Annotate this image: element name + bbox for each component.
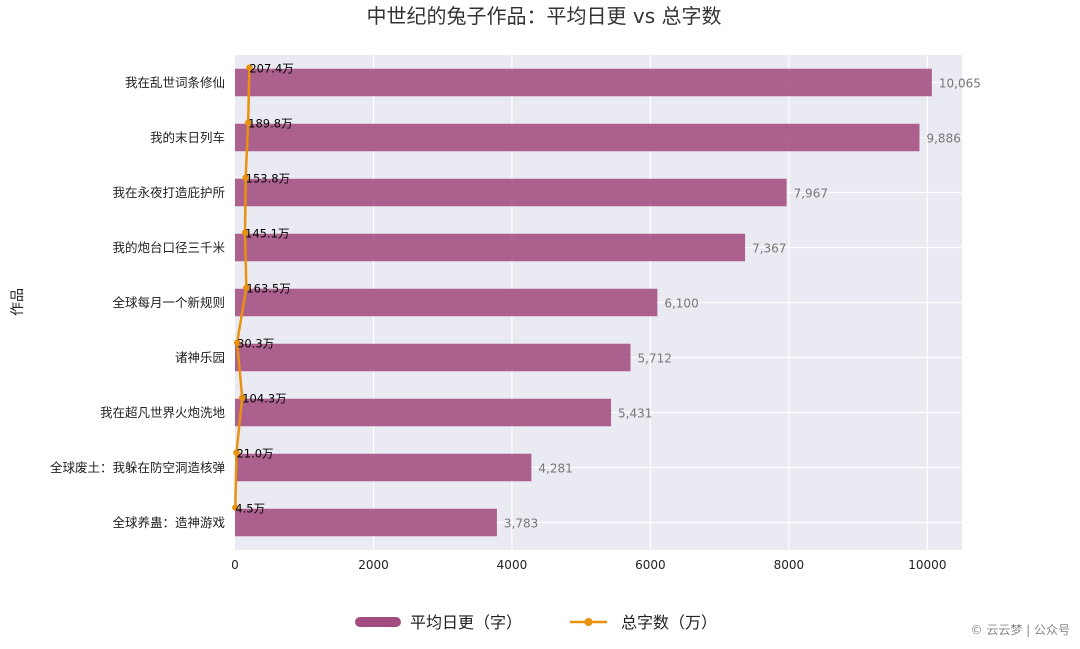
line-point xyxy=(241,229,249,236)
bar-value-label: 4,281 xyxy=(538,462,572,476)
legend-swatch-line-marker xyxy=(584,618,593,626)
bar-value-labels: 10,065 9,886 7,967 7,367 6,100 5,712 5,431 4,28… xyxy=(504,77,981,531)
x-tick-label: 0 xyxy=(231,558,239,572)
category-label: 全球养蛊：造神游戏 xyxy=(112,515,225,530)
line-value-label: 21.0万 xyxy=(236,447,273,461)
line-point xyxy=(243,284,250,291)
bar-value-label: 3,783 xyxy=(504,517,538,531)
x-tick-label: 2000 xyxy=(358,558,389,572)
bar xyxy=(235,178,787,207)
category-label: 我在乱世词条修仙 xyxy=(125,75,225,90)
x-tick-label: 6000 xyxy=(635,558,666,572)
x-tick-label: 4000 xyxy=(497,558,528,572)
line-value-label: 30.3万 xyxy=(237,337,274,351)
bar xyxy=(235,453,532,482)
watermark: © 云云梦 | 公众号 xyxy=(971,623,1071,637)
legend-label-bar: 平均日更（字） xyxy=(410,613,522,632)
line-point xyxy=(246,64,253,71)
x-tick-label: 10000 xyxy=(908,558,946,572)
category-label: 全球废土：我躲在防空洞造核弹 xyxy=(50,460,225,475)
bar xyxy=(235,343,631,372)
category-label: 我的炮台口径三千米 xyxy=(112,240,225,255)
bar xyxy=(235,398,612,427)
y-axis-label: 作品 xyxy=(10,288,26,316)
x-tick-label: 8000 xyxy=(774,558,805,572)
bar-value-label: 7,967 xyxy=(794,187,828,201)
category-label: 我的末日列车 xyxy=(150,130,225,145)
bar xyxy=(235,508,497,537)
line-value-label: 189.8万 xyxy=(248,117,292,131)
bar-value-label: 9,886 xyxy=(926,132,960,146)
line-value-label: 104.3万 xyxy=(242,392,286,406)
legend: 平均日更（字） 总字数（万） xyxy=(355,613,717,632)
bar xyxy=(235,123,920,152)
category-labels: 我在乱世词条修仙我的末日列车我在永夜打造庇护所我的炮台口径三千米全球每月一个新规… xyxy=(50,75,226,530)
line-point xyxy=(239,394,246,401)
line-point xyxy=(244,119,252,126)
bar-value-label: 5,712 xyxy=(637,352,671,366)
line-value-label: 153.8万 xyxy=(246,172,290,186)
x-tick-labels: 0 2000 4000 6000 8000 10000 xyxy=(231,558,946,572)
line-value-label: 145.1万 xyxy=(245,227,289,241)
bar xyxy=(235,233,746,262)
bar-value-label: 7,367 xyxy=(752,242,786,256)
bar-value-label: 6,100 xyxy=(664,297,698,311)
category-label: 全球每月一个新规则 xyxy=(112,295,225,310)
bar-series xyxy=(235,68,932,537)
line-series xyxy=(232,64,253,511)
line-point xyxy=(232,504,239,511)
line-value-label: 4.5万 xyxy=(235,502,265,516)
line-point xyxy=(242,174,249,181)
legend-label-line: 总字数（万） xyxy=(621,613,717,632)
line-value-label: 207.4万 xyxy=(249,62,293,76)
chart-title: 中世纪的兔子作品：平均日更 vs 总字数 xyxy=(367,4,722,28)
category-label: 我在超凡世界火炮洗地 xyxy=(100,405,226,420)
line-point xyxy=(233,449,240,456)
category-label: 我在永夜打造庇护所 xyxy=(112,185,225,200)
line-value-label: 163.5万 xyxy=(246,282,290,296)
bar xyxy=(235,288,658,317)
line-value-labels: 207.4万 189.8万 153.8万 145.1万 163.5万 30.3万 104.3… xyxy=(235,62,293,516)
category-label: 诸神乐园 xyxy=(175,350,225,365)
bar-value-label: 10,065 xyxy=(939,77,981,91)
bar xyxy=(235,68,932,97)
bar-value-label: 5,431 xyxy=(618,407,652,421)
line-point xyxy=(233,339,241,346)
